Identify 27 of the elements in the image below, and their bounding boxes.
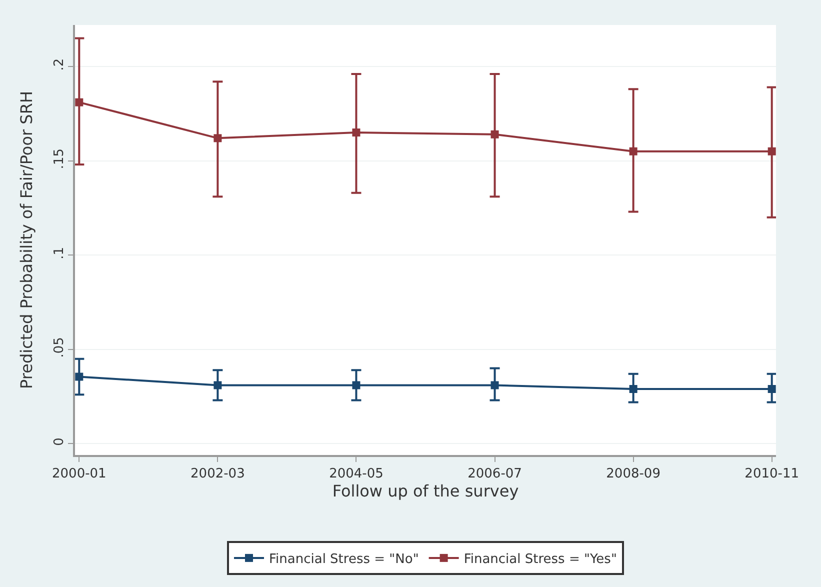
point <box>629 147 638 156</box>
point <box>768 147 776 156</box>
legend-label: Financial Stress = "No" <box>269 552 419 568</box>
legend-label: Financial Stress = "Yes" <box>464 552 617 568</box>
x-axis-title: Follow up of the survey <box>332 482 519 501</box>
point <box>75 98 84 106</box>
x-tick-label: 2004-05 <box>329 466 384 482</box>
y-tick-label: 0 <box>52 438 67 446</box>
point <box>352 381 360 390</box>
point <box>490 381 499 390</box>
y-tick-label: .1 <box>52 246 67 260</box>
y-tick-label: .2 <box>52 58 67 71</box>
x-tick-label: 2006-07 <box>468 466 522 482</box>
x-tick-label: 2002-03 <box>190 466 245 482</box>
y-tick-label: .05 <box>52 337 67 358</box>
x-tick-label: 2010-11 <box>744 466 800 482</box>
point <box>214 381 222 390</box>
x-tick-label: 2008-09 <box>606 466 660 482</box>
point <box>75 372 84 381</box>
point <box>768 384 776 393</box>
point <box>629 384 638 393</box>
x-tick-label: 2000-01 <box>52 466 106 482</box>
point <box>490 130 499 138</box>
point <box>352 128 360 136</box>
point <box>214 134 222 142</box>
y-tick-label: .15 <box>52 148 67 170</box>
y-axis-title: Predicted Probability of Fair/Poor SRH <box>17 91 36 389</box>
